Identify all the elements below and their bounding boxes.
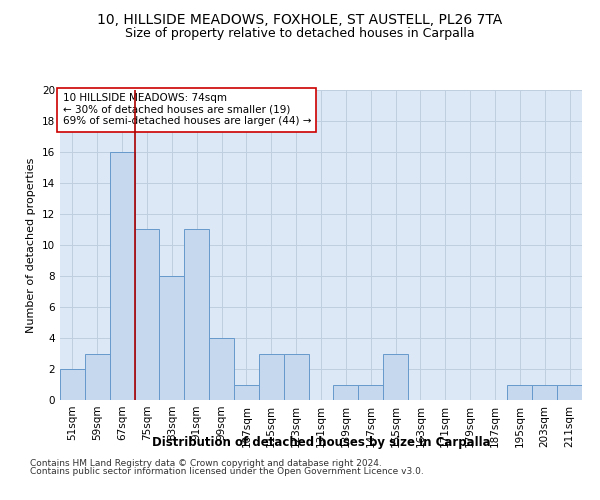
Text: 10 HILLSIDE MEADOWS: 74sqm
← 30% of detached houses are smaller (19)
69% of semi: 10 HILLSIDE MEADOWS: 74sqm ← 30% of deta… [62, 93, 311, 126]
Y-axis label: Number of detached properties: Number of detached properties [26, 158, 37, 332]
Bar [259, 354, 284, 400]
Text: Size of property relative to detached houses in Carpalla: Size of property relative to detached ho… [125, 28, 475, 40]
Bar [383, 354, 408, 400]
Bar [557, 384, 582, 400]
Bar [234, 384, 259, 400]
Bar [358, 384, 383, 400]
Bar [508, 384, 532, 400]
Bar [134, 230, 160, 400]
Bar [160, 276, 184, 400]
Bar [184, 230, 209, 400]
Text: 10, HILLSIDE MEADOWS, FOXHOLE, ST AUSTELL, PL26 7TA: 10, HILLSIDE MEADOWS, FOXHOLE, ST AUSTEL… [97, 12, 503, 26]
Bar [60, 369, 85, 400]
Text: Distribution of detached houses by size in Carpalla: Distribution of detached houses by size … [152, 436, 490, 449]
Bar [334, 384, 358, 400]
Bar [532, 384, 557, 400]
Bar [284, 354, 308, 400]
Text: Contains public sector information licensed under the Open Government Licence v3: Contains public sector information licen… [30, 467, 424, 476]
Bar [85, 354, 110, 400]
Bar [110, 152, 134, 400]
Bar [209, 338, 234, 400]
Text: Contains HM Land Registry data © Crown copyright and database right 2024.: Contains HM Land Registry data © Crown c… [30, 458, 382, 468]
